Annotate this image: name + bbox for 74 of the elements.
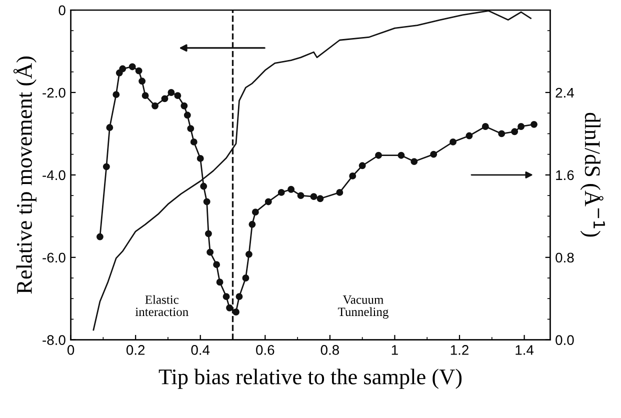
point [152, 102, 158, 110]
annotation: Vacuum Tunneling [338, 296, 388, 319]
x-tick-label: 0.6 [256, 345, 274, 355]
point [375, 152, 382, 159]
point [316, 195, 324, 202]
y2-tick-label: 0.0 [556, 335, 574, 346]
point [518, 123, 525, 130]
point [184, 112, 191, 119]
point [498, 130, 506, 138]
point [203, 198, 210, 206]
point [206, 248, 214, 256]
point [135, 67, 142, 74]
y-tick-label: -6.0 [42, 252, 66, 263]
point [297, 192, 304, 200]
x-tick-label: 1.4 [516, 345, 534, 355]
y2-tick-label: 1.6 [556, 170, 574, 180]
point [200, 182, 208, 190]
y2-axis-title: dlnI/dS (Å$^{−1}$) [580, 112, 605, 237]
point [180, 102, 188, 110]
point [252, 208, 259, 216]
point [242, 274, 250, 282]
point [264, 198, 272, 206]
y-axis-title: Relative tip movement (Å) [13, 56, 36, 294]
point [482, 123, 489, 130]
point [398, 152, 405, 159]
point [358, 162, 366, 170]
point [138, 78, 146, 85]
annotation: Elastic interaction [135, 295, 188, 316]
point [410, 158, 418, 166]
point [278, 188, 285, 196]
point [236, 293, 243, 300]
point [349, 172, 356, 180]
point [466, 132, 473, 140]
point [174, 92, 182, 100]
point [530, 120, 538, 128]
point [430, 150, 438, 158]
point [248, 220, 256, 228]
x-tick-label: 0.8 [320, 345, 339, 355]
point [96, 233, 104, 240]
y-tick-label: -2.0 [42, 88, 66, 98]
y-tick-label: -4.0 [42, 170, 66, 180]
point [213, 261, 220, 268]
x-tick-label: 0.4 [191, 345, 210, 355]
point [142, 92, 149, 100]
point [190, 138, 198, 146]
point [288, 186, 295, 193]
x-tick-label: 0 [67, 345, 74, 355]
x-tick-label: 1 [392, 345, 398, 355]
point [450, 138, 456, 146]
point [310, 193, 318, 200]
x-axis-title: Tip bias relative to the sample (V) [158, 368, 462, 389]
point [187, 125, 194, 132]
point [204, 230, 212, 238]
point [196, 154, 204, 162]
point [222, 293, 230, 300]
point [226, 304, 233, 312]
point [245, 250, 252, 258]
point [168, 89, 175, 96]
point [128, 63, 136, 70]
point [511, 128, 518, 136]
x-tick-label: 1.2 [450, 345, 468, 355]
point [106, 124, 114, 131]
point [102, 163, 110, 170]
y-tick-label: 0 [58, 5, 66, 16]
point [336, 188, 344, 196]
y2-tick-label: 0.8 [556, 252, 574, 263]
point [232, 308, 240, 316]
y2-tick-label: 2.4 [556, 88, 574, 98]
y-tick-label: -8.0 [42, 335, 66, 346]
x-tick-label: 0.2 [126, 345, 145, 355]
point [161, 95, 168, 102]
point [112, 91, 120, 98]
point [216, 278, 224, 286]
point [119, 65, 126, 72]
